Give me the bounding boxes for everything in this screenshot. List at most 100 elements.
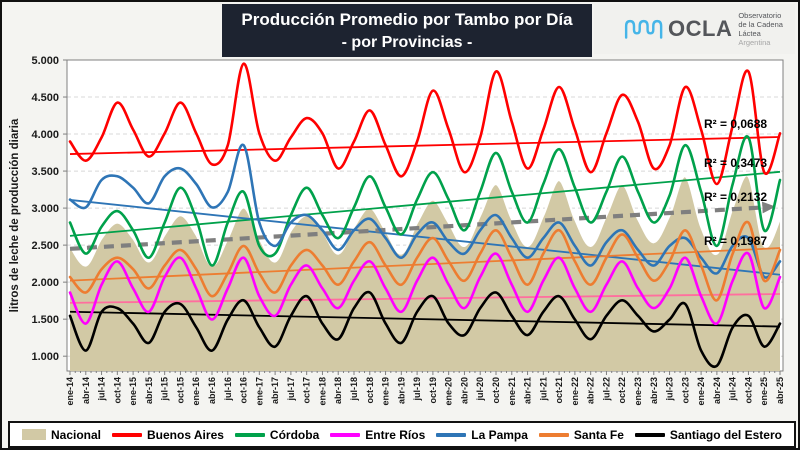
x-tick-label: jul-15: [160, 377, 170, 402]
legend-label-santa-fe: Santa Fe: [573, 427, 624, 442]
x-tick-label: ene-23: [633, 377, 643, 406]
legend-swatch-cordoba: [234, 432, 265, 437]
trendline-buenos-aires: [69, 136, 781, 155]
milk-wave-icon: [624, 19, 663, 39]
x-tick-label: abr-19: [396, 377, 406, 404]
page-title: Producción Promedio por Tambo por Día: [241, 9, 573, 29]
legend-label-entre-rios: Entre Ríos: [365, 427, 426, 442]
r2-annotation: R² = 0,3473: [704, 156, 767, 170]
y-tick-label: 1.000: [31, 351, 59, 363]
x-tick-label: abr-24: [712, 377, 722, 404]
x-tick-label: ene-16: [191, 377, 201, 406]
x-tick-label: abr-25: [775, 377, 785, 404]
x-tick-label: abr-16: [207, 377, 217, 404]
x-tick-label: oct-21: [554, 377, 564, 404]
trendline-cordoba: [69, 170, 781, 237]
x-tick-label: jul-20: [475, 377, 485, 402]
x-tick-label: ene-24: [696, 377, 706, 406]
x-tick-label: oct-24: [743, 377, 753, 404]
series-line-buenos-aires: [68, 62, 782, 186]
x-tick-label: abr-17: [270, 377, 280, 404]
legend-item-santiago-del-estero: Santiago del Estero: [634, 427, 782, 442]
x-tick-label: abr-15: [144, 377, 154, 404]
x-tick-label: jul-18: [349, 377, 359, 402]
x-tick-label: abr-22: [586, 377, 596, 404]
legend-swatch-nacional: [22, 429, 46, 440]
y-tick-label: 1.500: [31, 314, 59, 326]
x-tick-label: jul-14: [97, 377, 107, 402]
x-tick-label: ene-14: [65, 377, 75, 406]
series-line-santa-fe: [68, 220, 782, 302]
legend-swatch-santa-fe: [538, 432, 569, 437]
legend-label-la-pampa: La Pampa: [471, 427, 528, 442]
x-tick-label: ene-17: [254, 377, 264, 406]
page-subtitle: - por Provincias -: [341, 33, 473, 51]
nacional-area-edge: [69, 174, 781, 267]
x-tick-label: jul-19: [412, 377, 422, 402]
x-tick-label: jul-21: [538, 377, 548, 402]
legend-swatch-santiago-del-estero: [634, 432, 665, 437]
x-tick-label: ene-19: [381, 377, 391, 406]
x-tick-label: ene-22: [570, 377, 580, 406]
legend-item-santa-fe: Santa Fe: [538, 427, 624, 442]
legend-item-cordoba: Córdoba: [234, 427, 320, 442]
x-tick-label: ene-15: [128, 377, 138, 406]
x-tick-label: jul-16: [223, 377, 233, 402]
x-tick-label: oct-20: [491, 377, 501, 404]
legend-swatch-buenos-aires: [112, 432, 142, 437]
series-line-la-pampa: [68, 143, 782, 279]
logo-subtitle-line2: de la Cadena Láctea: [738, 20, 783, 38]
chart-legend: Nacional Buenos Aires Córdoba Entre Ríos La …: [8, 421, 796, 448]
legend-swatch-entre-rios: [330, 432, 361, 437]
x-tick-label: ene-18: [317, 377, 327, 406]
r2-annotation: R² = 0,2132: [704, 190, 767, 204]
x-tick-label: oct-14: [112, 377, 122, 404]
x-tick-label: oct-15: [175, 377, 185, 404]
x-tick-label: abr-21: [523, 377, 533, 404]
logo-subtitle: Observatorio de la Cadena Láctea Argenti…: [738, 11, 795, 47]
y-tick-label: 4.500: [31, 92, 59, 104]
x-tick-label: oct-23: [680, 377, 690, 404]
logo-brand: OCLA: [668, 16, 733, 41]
x-tick-label: oct-18: [365, 377, 375, 404]
ocla-logo: OCLA Observatorio de la Cadena Láctea Ar…: [594, 4, 795, 54]
x-tick-label: oct-16: [239, 377, 249, 404]
x-tick-label: oct-19: [428, 377, 438, 404]
legend-label-nacional: Nacional: [51, 427, 102, 442]
y-tick-label: 2.000: [31, 277, 59, 289]
r2-annotation: R² = 0,0688: [704, 117, 767, 131]
y-tick-label: 5.000: [31, 55, 59, 67]
series-line-entre-rios: [68, 251, 782, 325]
y-axis-title: litros de leche de producción diaria: [9, 118, 21, 312]
x-tick-label: abr-20: [459, 377, 469, 404]
legend-item-nacional: Nacional: [22, 428, 101, 442]
trendline-la-pampa: [69, 199, 781, 276]
y-tick-label: 3.500: [31, 166, 59, 178]
x-tick-label: jul-17: [286, 377, 296, 402]
legend-item-la-pampa: La Pampa: [436, 428, 528, 442]
x-tick-label: abr-23: [649, 377, 659, 404]
legend-label-buenos-aires: Buenos Aires: [147, 427, 224, 442]
y-tick-label: 4.000: [31, 129, 59, 141]
legend-swatch-la-pampa: [436, 432, 467, 437]
x-tick-label: abr-18: [333, 377, 343, 404]
x-tick-label: jul-22: [601, 377, 611, 402]
x-tick-label: jul-23: [665, 377, 675, 402]
x-tick-label: ene-20: [444, 377, 454, 406]
x-tick-label: abr-14: [81, 377, 91, 404]
series-line-cordoba: [68, 135, 782, 267]
line-chart: 1.000 1.500 2.000 2.500 3.000 3.500 4.000 4.500…: [9, 55, 785, 406]
y-tick-label: 3.000: [31, 203, 59, 215]
legend-label-santiago-del-estero: Santiago del Estero: [669, 427, 782, 442]
r2-annotation: R² = 0,1987: [704, 234, 767, 248]
legend-label-cordoba: Córdoba: [269, 427, 320, 442]
legend-item-buenos-aires: Buenos Aires: [112, 428, 224, 442]
series-line-santiago-del-estero: [68, 290, 782, 368]
y-tick-label: 2.500: [31, 240, 59, 252]
x-tick-label: ene-25: [759, 377, 769, 406]
x-tick-label: jul-24: [728, 377, 738, 402]
logo-subtitle-line1: Observatorio: [738, 11, 782, 20]
chart-title-box: Producción Promedio por Tambo por Día - …: [222, 4, 592, 57]
legend-item-entre-rios: Entre Ríos: [330, 428, 425, 442]
